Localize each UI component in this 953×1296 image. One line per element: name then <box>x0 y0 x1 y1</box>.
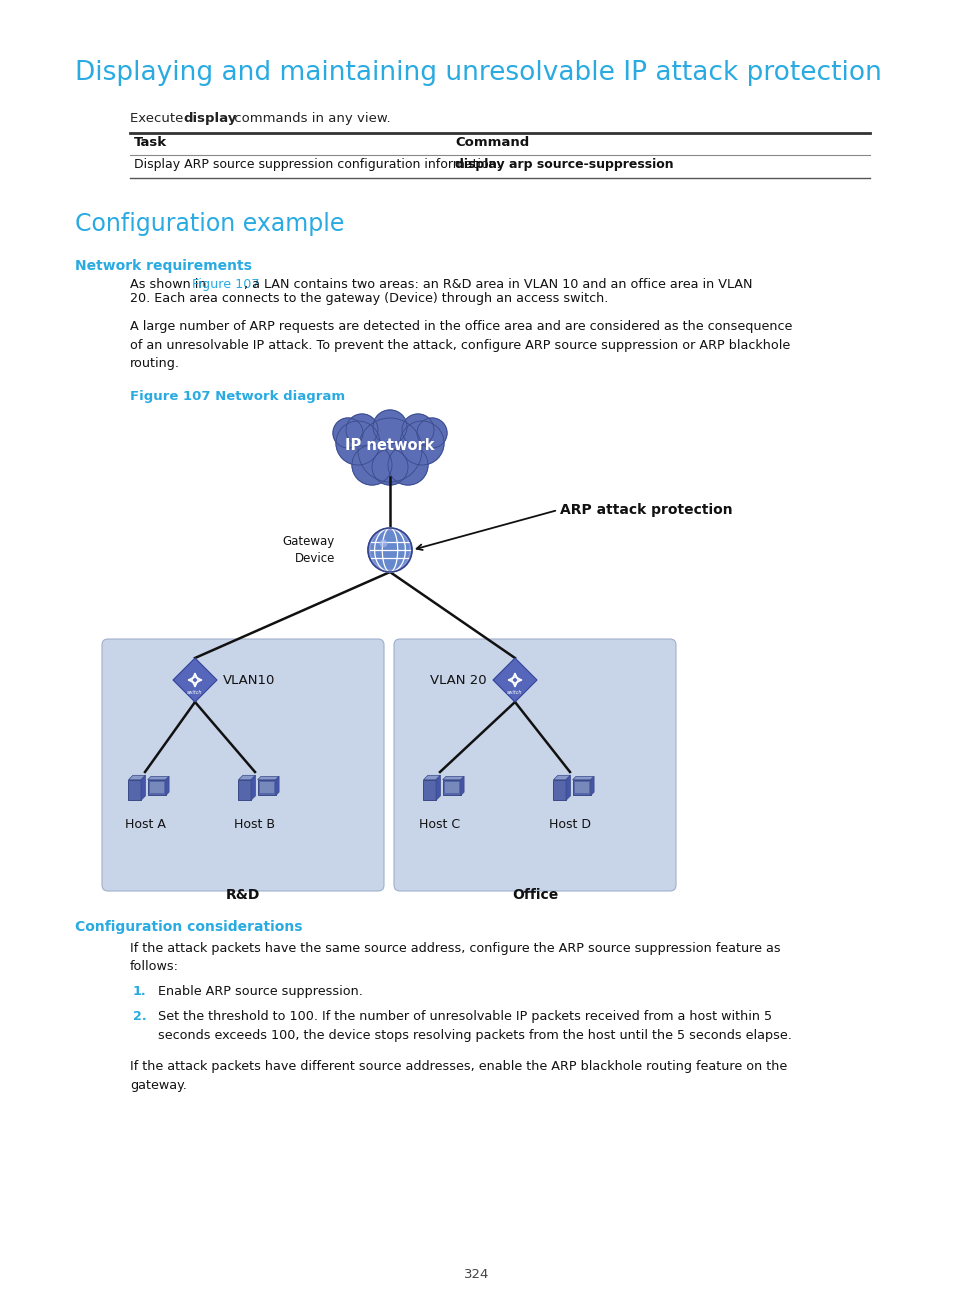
Text: 2.: 2. <box>132 1010 147 1023</box>
Text: switch: switch <box>507 689 522 695</box>
Polygon shape <box>493 658 537 702</box>
Polygon shape <box>590 776 594 796</box>
Text: Office: Office <box>512 888 558 902</box>
FancyBboxPatch shape <box>444 783 458 793</box>
Text: Task: Task <box>133 136 167 149</box>
Text: Enable ARP source suppression.: Enable ARP source suppression. <box>158 985 362 998</box>
Text: VLAN 20: VLAN 20 <box>430 674 486 687</box>
Text: Execute: Execute <box>130 111 188 124</box>
Text: 20. Each area connects to the gateway (Device) through an access switch.: 20. Each area connects to the gateway (D… <box>130 292 608 305</box>
Text: 1.: 1. <box>132 985 147 998</box>
FancyBboxPatch shape <box>257 780 275 796</box>
Circle shape <box>401 413 434 446</box>
Text: display: display <box>183 111 236 124</box>
Text: display arp source-suppression: display arp source-suppression <box>455 158 673 171</box>
Circle shape <box>388 445 428 485</box>
FancyBboxPatch shape <box>259 783 274 793</box>
Polygon shape <box>166 776 169 796</box>
Circle shape <box>399 421 443 465</box>
Polygon shape <box>251 775 255 801</box>
Circle shape <box>368 527 412 572</box>
Polygon shape <box>172 658 216 702</box>
Polygon shape <box>553 775 570 780</box>
Text: Configuration example: Configuration example <box>75 213 344 236</box>
FancyBboxPatch shape <box>575 783 588 793</box>
Polygon shape <box>423 775 440 780</box>
Polygon shape <box>442 776 463 780</box>
Text: VLAN10: VLAN10 <box>223 674 275 687</box>
Polygon shape <box>460 776 463 796</box>
Text: Figure 107 Network diagram: Figure 107 Network diagram <box>130 390 345 403</box>
FancyBboxPatch shape <box>442 780 460 796</box>
Text: Display ARP source suppression configuration information.: Display ARP source suppression configura… <box>133 158 500 171</box>
Text: Network requirements: Network requirements <box>75 259 252 273</box>
Text: Configuration considerations: Configuration considerations <box>75 920 302 934</box>
Polygon shape <box>436 775 440 801</box>
Circle shape <box>373 410 407 445</box>
Text: As shown in: As shown in <box>130 279 211 292</box>
Circle shape <box>335 421 379 465</box>
Text: Gateway
Device: Gateway Device <box>282 535 335 565</box>
FancyBboxPatch shape <box>553 780 565 801</box>
Text: Host D: Host D <box>548 818 590 831</box>
Text: Displaying and maintaining unresolvable IP attack protection: Displaying and maintaining unresolvable … <box>75 60 881 86</box>
FancyBboxPatch shape <box>572 780 590 796</box>
Circle shape <box>371 531 408 569</box>
Text: Figure 107: Figure 107 <box>193 279 259 292</box>
Text: 324: 324 <box>464 1267 489 1280</box>
Text: ARP attack protection: ARP attack protection <box>559 503 732 517</box>
Circle shape <box>372 448 408 485</box>
Text: commands in any view.: commands in any view. <box>230 111 390 124</box>
FancyBboxPatch shape <box>150 783 163 793</box>
Polygon shape <box>141 775 145 801</box>
Circle shape <box>352 445 392 485</box>
Text: If the attack packets have different source addresses, enable the ARP blackhole : If the attack packets have different sou… <box>130 1060 786 1091</box>
Text: switch: switch <box>187 689 203 695</box>
Circle shape <box>357 419 421 482</box>
Text: Set the threshold to 100. If the number of unresolvable IP packets received from: Set the threshold to 100. If the number … <box>158 1010 791 1042</box>
Text: IP network: IP network <box>345 438 435 452</box>
FancyBboxPatch shape <box>129 780 141 801</box>
Circle shape <box>416 419 447 448</box>
Polygon shape <box>275 776 279 796</box>
FancyBboxPatch shape <box>238 780 251 801</box>
FancyBboxPatch shape <box>102 639 384 892</box>
Polygon shape <box>572 776 594 780</box>
Polygon shape <box>129 775 145 780</box>
Text: R&D: R&D <box>226 888 260 902</box>
Polygon shape <box>565 775 570 801</box>
Text: Host C: Host C <box>419 818 460 831</box>
Circle shape <box>333 419 363 448</box>
Text: Command: Command <box>455 136 529 149</box>
Text: , a LAN contains two areas: an R&D area in VLAN 10 and an office area in VLAN: , a LAN contains two areas: an R&D area … <box>244 279 752 292</box>
Text: Host A: Host A <box>125 818 165 831</box>
Circle shape <box>346 413 377 446</box>
FancyBboxPatch shape <box>148 780 166 796</box>
FancyBboxPatch shape <box>394 639 676 892</box>
Polygon shape <box>148 776 169 780</box>
Text: Host B: Host B <box>234 818 275 831</box>
FancyBboxPatch shape <box>423 780 436 801</box>
Text: If the attack packets have the same source address, configure the ARP source sup: If the attack packets have the same sour… <box>130 942 780 973</box>
Polygon shape <box>257 776 279 780</box>
Circle shape <box>379 540 386 547</box>
Polygon shape <box>238 775 255 780</box>
Text: A large number of ARP requests are detected in the office area and are considere: A large number of ARP requests are detec… <box>130 320 792 369</box>
